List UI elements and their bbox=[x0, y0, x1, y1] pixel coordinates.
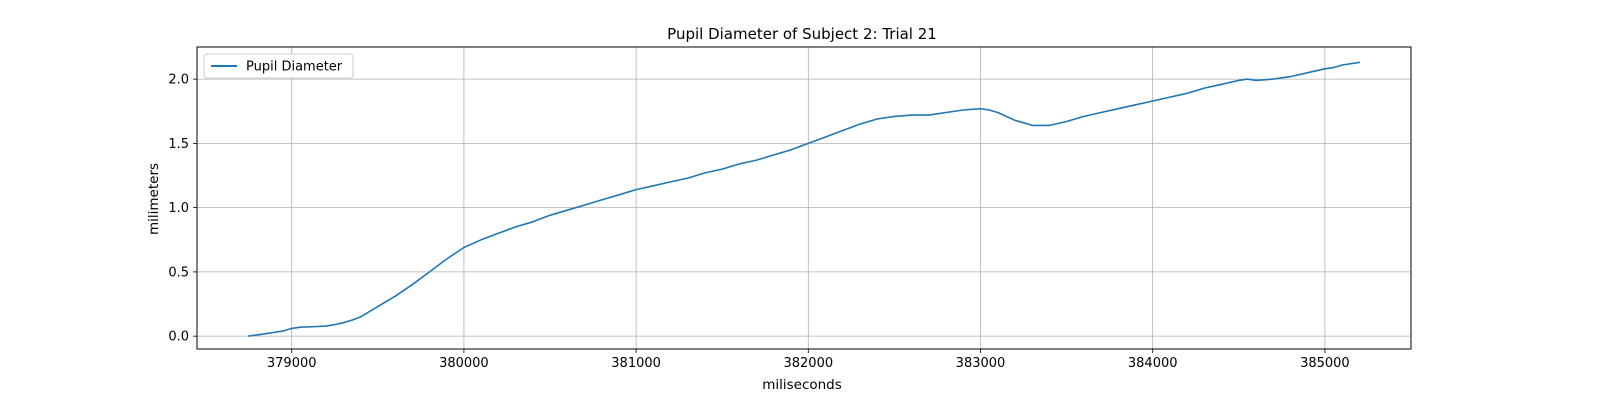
x-tick-label: 381000 bbox=[611, 356, 661, 371]
series-layer bbox=[247, 61, 1361, 337]
y-tick-label: 0.0 bbox=[168, 330, 189, 345]
chart-title: Pupil Diameter of Subject 2: Trial 21 bbox=[667, 25, 937, 43]
y-axis-label: milimeters bbox=[146, 163, 162, 235]
y-tick-label: 0.5 bbox=[168, 265, 189, 280]
grid bbox=[197, 47, 1411, 349]
plot-area-frame bbox=[196, 46, 1412, 350]
x-tick-label: 379000 bbox=[267, 356, 317, 371]
x-axis-label: miliseconds bbox=[762, 377, 842, 393]
legend-box bbox=[203, 53, 354, 79]
x-tick-label: 380000 bbox=[439, 356, 489, 371]
series-line-pupil-diameter bbox=[247, 61, 1361, 337]
y-tick-label: 1.5 bbox=[168, 137, 189, 152]
legend-label: Pupil Diameter bbox=[246, 60, 343, 75]
y-tick-label: 2.0 bbox=[168, 73, 189, 88]
x-tick-label: 384000 bbox=[1128, 356, 1178, 371]
x-tick-label: 385000 bbox=[1300, 356, 1350, 371]
legend: Pupil Diameter bbox=[203, 53, 354, 79]
y-tick-label: 1.0 bbox=[168, 201, 189, 216]
x-tick-label: 382000 bbox=[783, 356, 833, 371]
ticks: 379000 380000 381000 382000 383000 384000 3850… bbox=[168, 73, 1349, 371]
x-tick-label: 383000 bbox=[956, 356, 1006, 371]
